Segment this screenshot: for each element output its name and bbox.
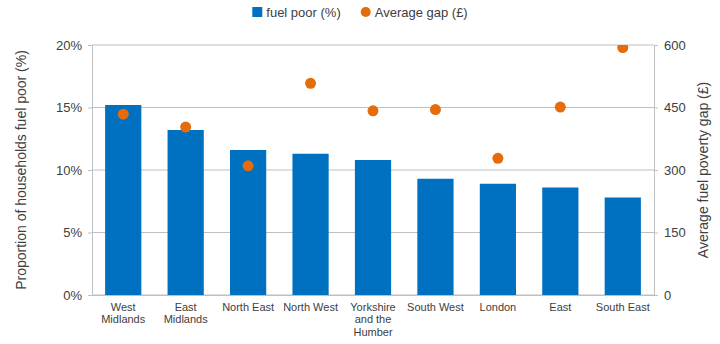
y-tick-mark xyxy=(88,45,92,46)
y2-axis: 0 150 300 450 600 xyxy=(654,38,686,303)
point xyxy=(305,78,316,89)
y2-tick-label: 450 xyxy=(664,100,686,115)
bar xyxy=(168,130,204,295)
bar xyxy=(292,154,328,295)
y2-tick-mark xyxy=(654,295,658,296)
y-axis-line xyxy=(88,46,93,296)
point xyxy=(243,160,254,171)
bar xyxy=(105,105,141,295)
y2-tick-mark xyxy=(654,170,658,171)
x-tick: London xyxy=(480,295,517,313)
bar xyxy=(355,160,391,295)
legend-swatch xyxy=(361,7,371,17)
y-tick: 10% xyxy=(56,163,92,178)
x-tick-label: North East xyxy=(222,301,274,313)
grid xyxy=(92,45,654,295)
legend-label: Average gap (£) xyxy=(375,5,468,20)
x-tick: Yorkshireand theHumber xyxy=(350,295,395,338)
bar xyxy=(605,198,641,296)
x-tick: WestMidlands xyxy=(101,295,146,325)
x-tick-label: South West xyxy=(407,301,464,313)
x-tick: EastMidlands xyxy=(164,295,209,325)
y2-axis-title: Average fuel poverty gap (£) xyxy=(695,82,711,258)
legend-swatch xyxy=(252,7,262,17)
plot: 0% 5% 10% 15% 20% 0 150 300 450 600 WestMidlands Ea… xyxy=(56,38,686,338)
y-tick-mark xyxy=(88,108,92,109)
y-tick: 20% xyxy=(56,38,92,53)
y-tick-label: 20% xyxy=(56,38,82,53)
legend: fuel poor (%) Average gap (£) xyxy=(252,5,467,20)
y2-tick-label: 600 xyxy=(664,38,686,53)
point xyxy=(555,102,566,113)
x-tick-label: EastMidlands xyxy=(164,301,209,326)
bar xyxy=(417,179,453,295)
grid-line xyxy=(92,45,654,46)
y2-tick: 450 xyxy=(654,100,686,115)
y-tick-label: 15% xyxy=(56,100,82,115)
y-tick-label: 0% xyxy=(63,288,82,303)
bar xyxy=(230,150,266,295)
x-tick: East xyxy=(549,295,571,313)
y-tick-label: 5% xyxy=(63,225,82,240)
x-tick-label: London xyxy=(480,301,517,313)
y2-tick: 300 xyxy=(654,163,686,178)
y-axis-title: Proportion of households fuel poor (%) xyxy=(13,50,29,290)
y-tick: 15% xyxy=(56,100,92,115)
x-tick: North West xyxy=(283,295,338,313)
y2-tick-label: 0 xyxy=(664,288,671,303)
x-tick-label: North West xyxy=(283,301,338,313)
y2-tick: 150 xyxy=(654,225,686,240)
legend-item: Average gap (£) xyxy=(361,5,468,20)
y2-tick-mark xyxy=(654,233,658,234)
y2-tick-label: 150 xyxy=(664,225,686,240)
marks xyxy=(105,45,641,295)
point xyxy=(617,45,628,53)
y-axis: 0% 5% 10% 15% 20% xyxy=(56,38,93,303)
y2-tick-label: 300 xyxy=(664,163,686,178)
x-tick: South West xyxy=(407,295,464,313)
y2-tick: 600 xyxy=(654,38,686,53)
y-tick-mark xyxy=(88,295,92,296)
x-tick-label: East xyxy=(549,301,571,313)
y-tick-label: 10% xyxy=(56,163,82,178)
chart: 0% 5% 10% 15% 20% 0 150 300 450 600 WestMidlands Ea… xyxy=(0,0,720,344)
y2-tick: 0 xyxy=(654,288,671,303)
y-tick-mark xyxy=(88,233,92,234)
y2-tick-mark xyxy=(654,45,658,46)
point xyxy=(368,105,379,116)
x-tick-label: South East xyxy=(596,301,650,313)
x-axis: WestMidlands EastMidlands North East North … xyxy=(93,295,655,338)
bar-series xyxy=(105,105,641,295)
legend-label: fuel poor (%) xyxy=(266,5,340,20)
point xyxy=(430,104,441,115)
x-tick-label: Yorkshireand theHumber xyxy=(350,301,395,338)
y-tick-mark xyxy=(88,170,92,171)
x-tick: South East xyxy=(596,295,650,313)
bar xyxy=(480,184,516,295)
y2-axis-line xyxy=(655,46,659,296)
x-tick-label: WestMidlands xyxy=(101,301,146,326)
point xyxy=(180,122,191,133)
legend-item: fuel poor (%) xyxy=(252,5,340,20)
y-tick: 5% xyxy=(63,225,92,240)
x-axis-line xyxy=(93,295,655,296)
y2-tick-mark xyxy=(654,108,658,109)
x-tick: North East xyxy=(222,295,274,313)
bar xyxy=(542,188,578,296)
point-series xyxy=(118,45,629,171)
point xyxy=(492,153,503,164)
y-tick: 0% xyxy=(63,288,92,303)
point xyxy=(118,109,129,120)
